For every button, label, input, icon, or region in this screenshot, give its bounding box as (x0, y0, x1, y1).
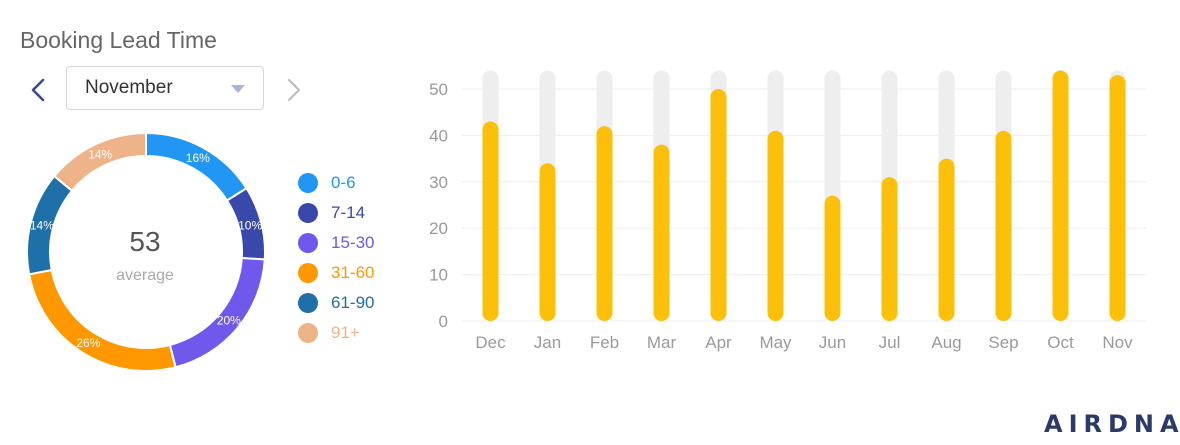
previous-month-button[interactable] (22, 72, 54, 108)
donut-slice-label: 14% (88, 148, 112, 162)
month-select[interactable]: November (66, 66, 264, 110)
x-tick-label: Nov (1102, 333, 1133, 352)
donut-legend: 0-6 7-14 15-30 31-60 61-90 91+ (298, 168, 374, 348)
y-tick-label: 30 (429, 173, 448, 192)
bar-feb[interactable] (596, 126, 613, 322)
chevron-down-icon (231, 85, 245, 93)
legend-swatch (298, 173, 318, 193)
bar-sep[interactable] (995, 130, 1012, 321)
x-tick-label: May (759, 333, 792, 352)
y-tick-label: 0 (439, 312, 448, 331)
x-tick-label: Jan (534, 333, 561, 352)
bar-jul[interactable] (881, 177, 898, 321)
y-tick-label: 10 (429, 266, 448, 285)
y-tick-label: 50 (429, 80, 448, 99)
legend-swatch (298, 203, 318, 223)
legend-swatch (298, 233, 318, 253)
donut-center-value: 53 (129, 226, 161, 257)
legend-label: 31-60 (331, 263, 375, 282)
donut-slice-label: 20% (217, 314, 241, 328)
legend-label: 91+ (331, 323, 360, 342)
donut-slice-91plus[interactable] (52, 131, 147, 193)
legend-swatch (298, 263, 318, 283)
bar-oct[interactable] (1052, 70, 1069, 321)
y-tick-label: 40 (429, 126, 448, 145)
next-month-button[interactable] (278, 72, 310, 108)
bar-mar[interactable] (653, 144, 670, 321)
donut-slice-label: 10% (238, 218, 262, 232)
legend-item-15-30[interactable]: 15-30 (298, 228, 374, 258)
legend-label: 0-6 (331, 173, 356, 192)
legend-label: 7-14 (331, 203, 366, 222)
chevron-right-icon (287, 78, 301, 102)
airdna-logo: AIRDNA (1044, 410, 1180, 438)
x-tick-label: Dec (475, 333, 506, 352)
legend-label: 61-90 (331, 293, 375, 312)
legend-item-91plus[interactable]: 91+ (298, 318, 374, 348)
legend-item-7-14[interactable]: 7-14 (298, 198, 374, 228)
donut-slice-label: 16% (186, 151, 210, 165)
legend-label: 15-30 (331, 233, 375, 252)
legend-item-31-60[interactable]: 31-60 (298, 258, 374, 288)
chevron-left-icon (31, 78, 45, 102)
donut-chart: 16% 10% 20% 26% 14% 14% (26, 131, 266, 372)
x-tick-label: Feb (590, 333, 619, 352)
bar-may[interactable] (767, 130, 784, 321)
legend-item-61-90[interactable]: 61-90 (298, 288, 374, 318)
donut-slice-label: 26% (76, 336, 100, 350)
x-tick-label: Jun (819, 333, 846, 352)
bar-jun[interactable] (824, 195, 841, 321)
page-title: Booking Lead Time (20, 27, 217, 53)
x-tick-label: Aug (931, 333, 961, 352)
legend-swatch (298, 293, 318, 313)
bar-nov[interactable] (1109, 75, 1126, 321)
x-tick-label: Jul (879, 333, 901, 352)
donut-slice-label: 14% (30, 218, 54, 232)
legend-item-0-6[interactable]: 0-6 (298, 168, 374, 198)
bar-dec[interactable] (482, 121, 499, 321)
bar-aug[interactable] (938, 158, 955, 321)
legend-swatch (298, 323, 318, 343)
x-tick-label: Apr (705, 333, 732, 352)
bar-apr[interactable] (710, 89, 727, 321)
bar-jan[interactable] (539, 163, 556, 321)
monthly-bar-chart: 0 10 20 30 40 50 Dec Jan Feb Mar Apr May Jun Jul Aug Se… (429, 70, 1146, 352)
month-select-value: November (85, 77, 173, 98)
x-tick-label: Mar (647, 333, 677, 352)
donut-center-label: average (116, 267, 174, 284)
x-tick-label: Sep (988, 333, 1018, 352)
y-tick-label: 20 (429, 219, 448, 238)
x-tick-label: Oct (1047, 333, 1074, 352)
